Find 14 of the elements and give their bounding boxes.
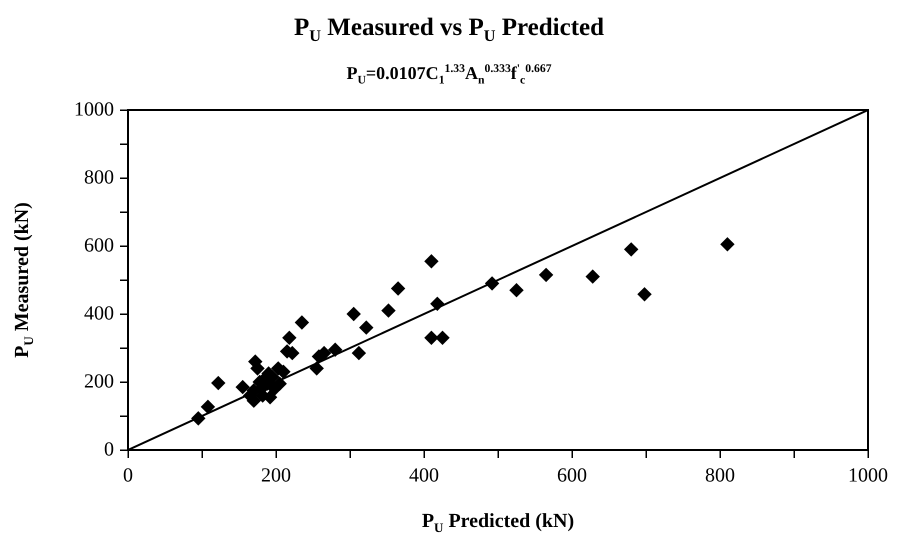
y-tick-label: 0 — [104, 438, 114, 460]
x-tick-label: 400 — [409, 464, 439, 486]
chart-title: P$_{U}$ Measured vs P$_{U}$ Predicted — [292, 14, 606, 46]
x-tick-label: 600 — [557, 464, 587, 486]
x-tick-label: 1000 — [848, 464, 888, 486]
x-axis-title: P$_{U}$ Predicted (kN) — [420, 510, 576, 536]
y-tick-label: 1000 — [74, 98, 114, 120]
y-tick-label: 400 — [84, 302, 114, 324]
y-tick-label: 800 — [84, 166, 114, 188]
y-tick-label: 600 — [84, 234, 114, 256]
y-tick-label: 200 — [84, 370, 114, 392]
x-tick-label: 800 — [705, 464, 735, 486]
x-tick-label: 200 — [261, 464, 291, 486]
x-tick-label: 0 — [123, 464, 133, 486]
